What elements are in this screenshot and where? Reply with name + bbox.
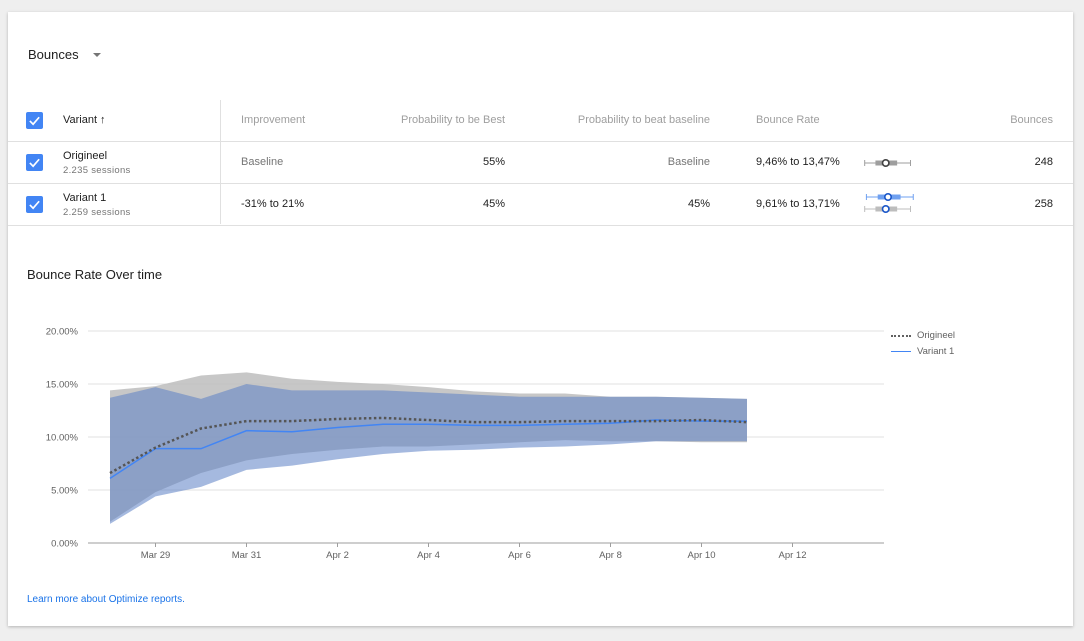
- y-tick-label: 15.00%: [46, 380, 79, 391]
- prob-best-value: 45%: [482, 198, 505, 210]
- x-tick-label: Apr 10: [688, 550, 716, 561]
- legend-item-variant-1[interactable]: Variant 1: [891, 346, 954, 357]
- x-tick-label: Apr 12: [779, 550, 807, 561]
- legend-label: Origineel: [917, 330, 956, 341]
- bounce-rate-chart: 20.00% 15.00% 10.00% 5.00% 0.00% Mar 29 Mar 31…: [46, 327, 884, 561]
- variant-sessions: 2.235 sessions: [63, 165, 131, 176]
- improvement-value: -31% to 21%: [241, 198, 304, 210]
- row-checkbox[interactable]: [26, 154, 43, 171]
- y-tick-label: 5.00%: [51, 486, 78, 497]
- variant-column-header[interactable]: Variant ↑: [63, 114, 106, 127]
- prob-best-value: 55%: [482, 156, 505, 168]
- variant-sessions: 2.259 sessions: [63, 207, 131, 218]
- variant-name: Origineel: [63, 150, 108, 162]
- x-tick-label: Mar 29: [141, 550, 171, 561]
- report-card: Bounces Variant ↑ Improvement Probability…: [8, 12, 1073, 626]
- count-value: 258: [1034, 198, 1053, 210]
- select-all-checkbox[interactable]: [26, 112, 43, 129]
- x-tick-label: Mar 31: [232, 550, 262, 561]
- legend-swatch: [891, 351, 911, 352]
- table-header-row: Variant ↑ Improvement Probability to be B…: [8, 100, 1073, 142]
- y-tick-label: 20.00%: [46, 327, 79, 338]
- prob-best-header: Probability to be Best: [401, 114, 505, 126]
- sort-arrow-icon: ↑: [100, 114, 106, 126]
- origineel-interval: [881, 205, 890, 214]
- improvement-value: Baseline: [241, 156, 284, 168]
- variant-1-interval: [883, 192, 892, 202]
- variant-1-band: [110, 384, 747, 524]
- legend-label: Variant 1: [917, 346, 955, 357]
- improvement-header: Improvement: [241, 114, 306, 126]
- count-value: 248: [1034, 156, 1053, 168]
- rate-header: Bounce Rate: [756, 114, 820, 126]
- learn-more-link[interactable]: Learn more about Optimize reports.: [27, 594, 185, 605]
- y-tick-label: 0.00%: [51, 539, 78, 550]
- check-icon: [29, 200, 40, 210]
- interval-plot: [864, 192, 914, 214]
- variant-header-label: Variant: [63, 114, 98, 126]
- rate-range-value: 9,46% to 13,47%: [756, 156, 840, 168]
- column-divider: [220, 100, 221, 224]
- variant-name: Variant 1: [63, 192, 107, 204]
- metric-dropdown[interactable]: Bounces: [28, 47, 101, 62]
- variant-table: Variant ↑ Improvement Probability to be B…: [8, 100, 1073, 226]
- chevron-down-icon: [92, 52, 101, 57]
- x-tick-label: Apr 4: [417, 550, 440, 561]
- origineel-interval: [881, 158, 890, 168]
- y-tick-label: 10.00%: [46, 433, 79, 444]
- metric-dropdown-label: Bounces: [28, 47, 79, 62]
- prob-baseline-value: 45%: [687, 198, 710, 210]
- count-header: Bounces: [1010, 114, 1053, 126]
- interval-plot: [864, 158, 912, 168]
- prob-baseline-header: Probability to beat baseline: [577, 114, 710, 126]
- chart-title: Bounce Rate Over time: [27, 267, 163, 282]
- prob-baseline-value: Baseline: [667, 156, 710, 168]
- x-tick-label: Apr 8: [599, 550, 622, 561]
- x-tick-label: Apr 2: [326, 550, 349, 561]
- check-icon: [29, 158, 40, 168]
- legend-item-origineel[interactable]: Origineel: [891, 330, 955, 341]
- row-checkbox[interactable]: [26, 196, 43, 213]
- legend-swatch: [891, 334, 911, 337]
- table-row: Origineel 2.235 sessions Baseline 55% Ba…: [8, 142, 1073, 184]
- check-icon: [29, 116, 40, 126]
- rate-range-value: 9,61% to 13,71%: [756, 198, 840, 210]
- origineel-line: [109, 416, 748, 475]
- x-tick-label: Apr 6: [508, 550, 531, 561]
- table-row: Variant 1 2.259 sessions -31% to 21% 45%…: [8, 184, 1073, 226]
